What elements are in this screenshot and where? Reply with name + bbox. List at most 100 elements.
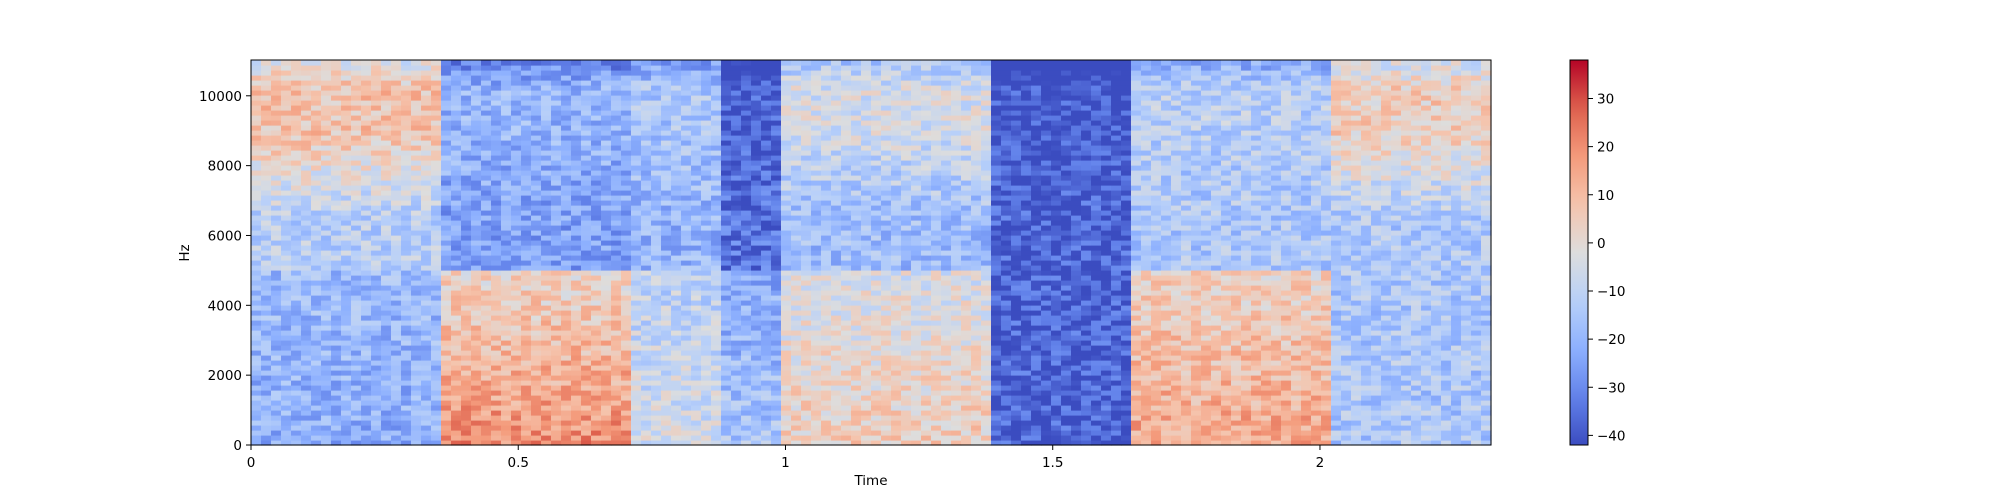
heatmap-cell: [731, 300, 742, 306]
heatmap-cell: [391, 360, 402, 366]
heatmap-cell: [761, 120, 772, 126]
heatmap-cell: [781, 425, 792, 431]
heatmap-cell: [351, 270, 362, 276]
heatmap-cell: [601, 370, 612, 376]
heatmap-cell: [851, 435, 862, 441]
heatmap-cell: [501, 70, 512, 76]
heatmap-cell: [731, 165, 742, 171]
heatmap-cell: [371, 150, 382, 156]
heatmap-cell: [351, 230, 362, 236]
heatmap-cell: [341, 385, 352, 391]
heatmap-cell: [331, 335, 342, 341]
heatmap-cell: [611, 125, 622, 131]
heatmap-cell: [451, 110, 462, 116]
heatmap-cell: [491, 255, 502, 261]
heatmap-cell: [291, 410, 302, 416]
heatmap-cell: [691, 435, 702, 441]
heatmap-cell: [281, 415, 292, 421]
heatmap-cell: [561, 280, 572, 286]
heatmap-cell: [671, 255, 682, 261]
heatmap-cell: [781, 300, 792, 306]
heatmap-cell: [481, 65, 492, 71]
heatmap-cell: [451, 365, 462, 371]
heatmap-cell: [831, 280, 842, 286]
heatmap-cell: [291, 170, 302, 176]
heatmap-cell: [611, 335, 622, 341]
heatmap-cell: [841, 415, 852, 421]
heatmap-cell: [711, 415, 722, 421]
heatmap-cell: [401, 135, 412, 141]
heatmap-cell: [541, 290, 552, 296]
heatmap-cell: [581, 115, 592, 121]
heatmap-cell: [531, 385, 542, 391]
heatmap-cell: [271, 100, 282, 106]
heatmap-cell: [331, 350, 342, 356]
heatmap-cell: [661, 320, 672, 326]
heatmap-cell: [621, 240, 632, 246]
heatmap-cell: [671, 85, 682, 91]
heatmap-cell: [631, 345, 642, 351]
heatmap-cell: [861, 405, 872, 411]
heatmap-cell: [311, 375, 322, 381]
heatmap-cell: [481, 305, 492, 311]
heatmap-cell: [781, 170, 792, 176]
heatmap-cell: [371, 205, 382, 211]
heatmap-cell: [261, 295, 272, 301]
heatmap-cell: [721, 300, 732, 306]
heatmap-cell: [621, 170, 632, 176]
heatmap-cell: [791, 165, 802, 171]
heatmap-cell: [321, 425, 332, 431]
heatmap-cell: [471, 370, 482, 376]
heatmap-cell: [451, 230, 462, 236]
heatmap-cell: [861, 265, 872, 271]
heatmap-cell: [451, 440, 462, 446]
heatmap-cell: [581, 145, 592, 151]
heatmap-cell: [541, 140, 552, 146]
heatmap-cell: [751, 350, 762, 356]
heatmap-cell: [741, 95, 752, 101]
heatmap-cell: [491, 200, 502, 206]
heatmap-cell: [721, 400, 732, 406]
heatmap-cell: [591, 235, 602, 241]
heatmap-cell: [371, 240, 382, 246]
heatmap-cell: [711, 205, 722, 211]
heatmap-cell: [631, 120, 642, 126]
heatmap-cell: [561, 240, 572, 246]
heatmap-cell: [641, 145, 652, 151]
heatmap-cell: [861, 245, 872, 251]
heatmap-cell: [341, 245, 352, 251]
heatmap-cell: [811, 170, 822, 176]
heatmap-cell: [411, 320, 422, 326]
heatmap-cell: [361, 295, 372, 301]
heatmap-cell: [301, 255, 312, 261]
heatmap-cell: [481, 405, 492, 411]
heatmap-cell: [891, 170, 902, 176]
heatmap-cell: [631, 90, 642, 96]
heatmap-cell: [361, 185, 372, 191]
heatmap-cell: [691, 415, 702, 421]
heatmap-cell: [311, 220, 322, 226]
heatmap-cell: [391, 175, 402, 181]
heatmap-cell: [631, 280, 642, 286]
heatmap-cell: [531, 80, 542, 86]
heatmap-cell: [661, 180, 672, 186]
heatmap-cell: [571, 270, 582, 276]
heatmap-cell: [361, 115, 372, 121]
heatmap-cell: [631, 385, 642, 391]
heatmap-cell: [261, 120, 272, 126]
heatmap-cell: [891, 140, 902, 146]
heatmap-cell: [441, 65, 452, 71]
heatmap-cell: [351, 365, 362, 371]
heatmap-cell: [601, 180, 612, 186]
heatmap-cell: [361, 430, 372, 436]
heatmap-cell: [821, 240, 832, 246]
heatmap-cell: [631, 295, 642, 301]
heatmap-cell: [751, 275, 762, 281]
heatmap-cell: [451, 85, 462, 91]
heatmap-cell: [711, 340, 722, 346]
heatmap-cell: [301, 320, 312, 326]
heatmap-cell: [491, 150, 502, 156]
heatmap-cell: [251, 235, 262, 241]
heatmap-cell: [741, 70, 752, 76]
heatmap-cell: [281, 195, 292, 201]
